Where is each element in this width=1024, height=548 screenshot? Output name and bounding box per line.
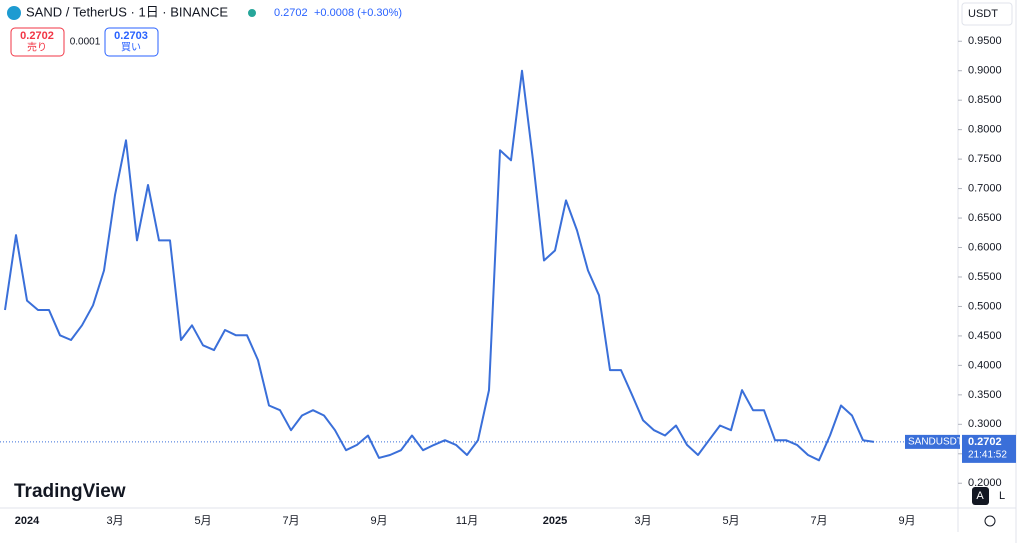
x-tick-label: 3月	[106, 515, 123, 527]
status-dot	[248, 9, 256, 17]
settings-icon[interactable]	[984, 515, 996, 527]
y-tick-label: 0.9500	[968, 35, 1002, 47]
y-tick-label: 0.9000	[968, 65, 1002, 77]
symbol: SAND / TetherUS · 1日 · BINANCE	[26, 4, 228, 19]
sell-price[interactable]: 0.2702	[20, 30, 54, 42]
price: 0.2702	[274, 7, 308, 19]
x-tick-label: 9月	[370, 515, 387, 527]
y-tick-label: 0.2000	[968, 477, 1002, 489]
price-marker-bg	[962, 434, 1016, 463]
y-tick-label: 0.6000	[968, 241, 1002, 253]
y-tick-label: 0.8000	[968, 124, 1002, 136]
currency-button[interactable]	[961, 2, 1013, 26]
x-tick-label: 9月	[898, 515, 915, 527]
x-tick-label: 5月	[194, 515, 211, 527]
y-tick-label: 0.7500	[968, 153, 1002, 165]
price-marker-name-bg	[905, 434, 960, 449]
y-tick-label: 0.3000	[968, 418, 1002, 430]
symbol-icon	[7, 6, 21, 20]
buy-button[interactable]	[104, 27, 159, 57]
spread: 0.0001	[70, 37, 101, 48]
logo: TradingView	[14, 481, 126, 502]
y-tick-label: 0.7000	[968, 182, 1002, 194]
price-marker-countdown: 21:41:52	[968, 450, 1007, 461]
x-tick-label: 11月	[456, 515, 478, 527]
x-tick-label: 3月	[634, 515, 651, 527]
y-tick-label: 0.8500	[968, 94, 1002, 106]
x-tick-label: 5月	[722, 515, 739, 527]
auto[interactable]: A	[976, 490, 984, 502]
y-tick-label: 0.3500	[968, 389, 1002, 401]
x-tick-label: 2025	[543, 515, 567, 527]
y-tick-label: 0.5500	[968, 271, 1002, 283]
y-tick-label: 0.4000	[968, 359, 1002, 371]
auto-button[interactable]	[972, 487, 989, 505]
price-marker-name: SANDUSDT	[908, 437, 963, 448]
sell-label[interactable]: 売り	[27, 41, 47, 54]
buy-price[interactable]: 0.2703	[114, 30, 148, 42]
price-line	[4, 69, 875, 462]
y-tick-label: 0.4500	[968, 330, 1002, 342]
y-tick-label: 0.5000	[968, 300, 1002, 312]
x-tick-label: 7月	[282, 515, 299, 527]
price-marker-price: 0.2702	[968, 436, 1002, 448]
change: +0.0008 (+0.30%)	[314, 7, 402, 19]
currency[interactable]: USDT	[968, 8, 998, 20]
x-tick-label: 2024	[15, 515, 40, 527]
x-tick-label: 7月	[810, 515, 827, 527]
buy-label[interactable]: 買い	[121, 42, 141, 54]
log[interactable]: L	[999, 490, 1005, 502]
sell-button[interactable]	[10, 27, 65, 57]
y-tick-label: 0.6500	[968, 212, 1002, 224]
